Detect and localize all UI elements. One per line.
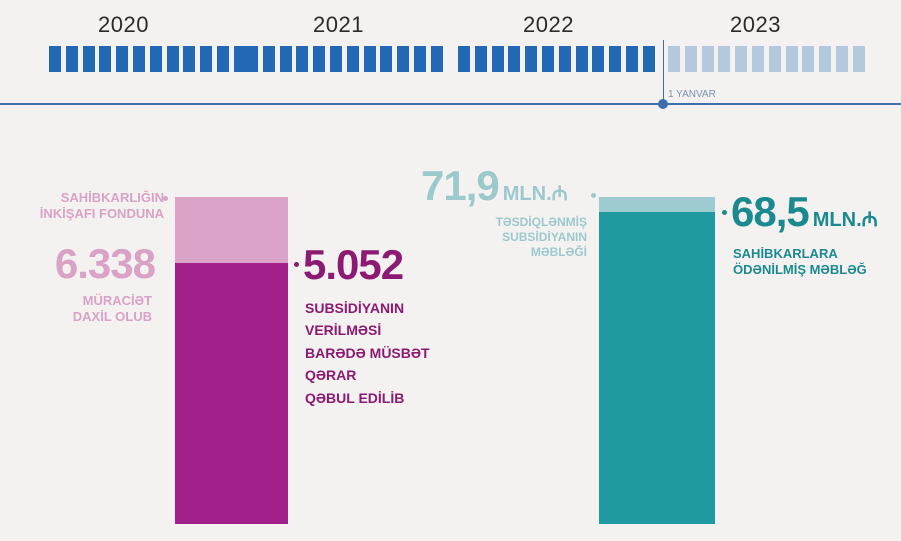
paid-amount-value-group: 68,5 mln.₼	[731, 186, 878, 239]
timeline-month-cell	[49, 46, 61, 72]
timeline-month-cell	[752, 46, 764, 72]
timeline-month-cell	[626, 46, 638, 72]
timeline-month-cell	[296, 46, 309, 72]
bar-approved-decisions	[175, 263, 288, 524]
timeline-month-cell	[99, 46, 112, 72]
timeline-month-cell	[149, 46, 162, 72]
timeline-month-cell	[363, 46, 376, 72]
timeline-month-cell	[701, 46, 714, 72]
timeline-month-cell	[852, 46, 865, 72]
paid-amount-unit: mln.₼	[812, 209, 878, 231]
approved-decisions-value: 5.052	[303, 241, 404, 288]
timeline-month-cell	[330, 46, 342, 72]
timeline-month-cell	[735, 46, 748, 72]
timeline-month-cell	[116, 46, 129, 72]
timeline-month-cell	[508, 46, 521, 72]
current-date-marker-line	[663, 40, 664, 104]
timeline-month-cell	[592, 46, 605, 72]
timeline-month-cell	[380, 46, 393, 72]
timeline-month-cell	[525, 46, 538, 72]
timeline-month-cell	[491, 46, 504, 72]
timeline-month-cell	[558, 46, 571, 72]
timeline-month-cell	[183, 46, 196, 72]
timeline-month-cell	[346, 46, 359, 72]
approved-amount-unit: mln.₼	[502, 183, 568, 205]
timeline-month-cell	[458, 46, 470, 72]
approved-amount-value: 71,9	[421, 162, 500, 209]
timeline-month-cell	[166, 46, 179, 72]
approved-pointer-dot	[294, 262, 299, 267]
timeline-month-cell	[233, 46, 246, 72]
approved-amount-value-group: 71,9 mln.₼	[421, 160, 568, 213]
paid-amount-pointer-dot	[722, 210, 727, 215]
timeline-month-cell	[575, 46, 588, 72]
timeline-month-cell	[397, 46, 410, 72]
timeline-month-cell	[313, 46, 326, 72]
timeline-month-cell	[474, 46, 487, 72]
paid-amount-value: 68,5	[731, 188, 810, 235]
timeline-month-cell	[262, 46, 275, 72]
applications-label-top: SAHİBKARLIĞIN İNKİŞAFI FONDUNA	[39, 190, 164, 222]
timeline-month-cell	[642, 46, 655, 72]
timeline-month-cell	[279, 46, 292, 72]
timeline-month-cell	[542, 46, 554, 72]
timeline-month-cell	[414, 46, 426, 72]
timeline-month-cell	[668, 46, 680, 72]
year-label-2023: 2023	[730, 12, 781, 37]
timeline-month-cell	[65, 46, 78, 72]
timeline-month-cell	[217, 46, 229, 72]
timeline-month-cell	[802, 46, 815, 72]
timeline-month-cell	[718, 46, 731, 72]
bar-paid-amount	[599, 212, 715, 524]
timeline-month-cell	[836, 46, 848, 72]
timeline-axis	[0, 103, 901, 105]
timeline-month-cell	[133, 46, 145, 72]
timeline-month-cell	[768, 46, 781, 72]
year-label-2021: 2021	[313, 12, 364, 37]
year-label-2022: 2022	[523, 12, 574, 37]
applications-value: 6.338	[54, 240, 156, 287]
approved-decisions-label: SUBSİDİYANIN VERİLMƏSİ BARƏDƏ MÜSBƏT QƏR…	[305, 300, 430, 406]
timeline-month-cell	[684, 46, 697, 72]
current-date-label: 1 YANVAR	[668, 89, 716, 100]
applications-pointer-dot	[163, 196, 168, 201]
year-label-2020: 2020	[98, 12, 149, 37]
applications-label-bottom: MÜRACİƏT DAXİL OLUB	[72, 293, 152, 325]
timeline-month-cell	[82, 46, 95, 72]
paid-amount-label: SAHİBKARLARA ÖDƏNİLMİŞ MƏBLƏĞ	[733, 246, 867, 278]
timeline-month-cell	[609, 46, 622, 72]
approved-amount-pointer-dot	[591, 193, 596, 198]
timeline-month-cell	[200, 46, 213, 72]
approved-amount-label: TƏSDİQLƏNMİŞ SUBSİDİYANIN MƏBLƏĞİ	[495, 215, 587, 259]
timeline-month-cell	[246, 46, 258, 72]
timeline-month-cell	[430, 46, 443, 72]
current-date-marker-dot	[658, 99, 668, 109]
timeline-month-cell	[819, 46, 832, 72]
timeline-months	[0, 0, 901, 120]
timeline-month-cell	[785, 46, 798, 72]
